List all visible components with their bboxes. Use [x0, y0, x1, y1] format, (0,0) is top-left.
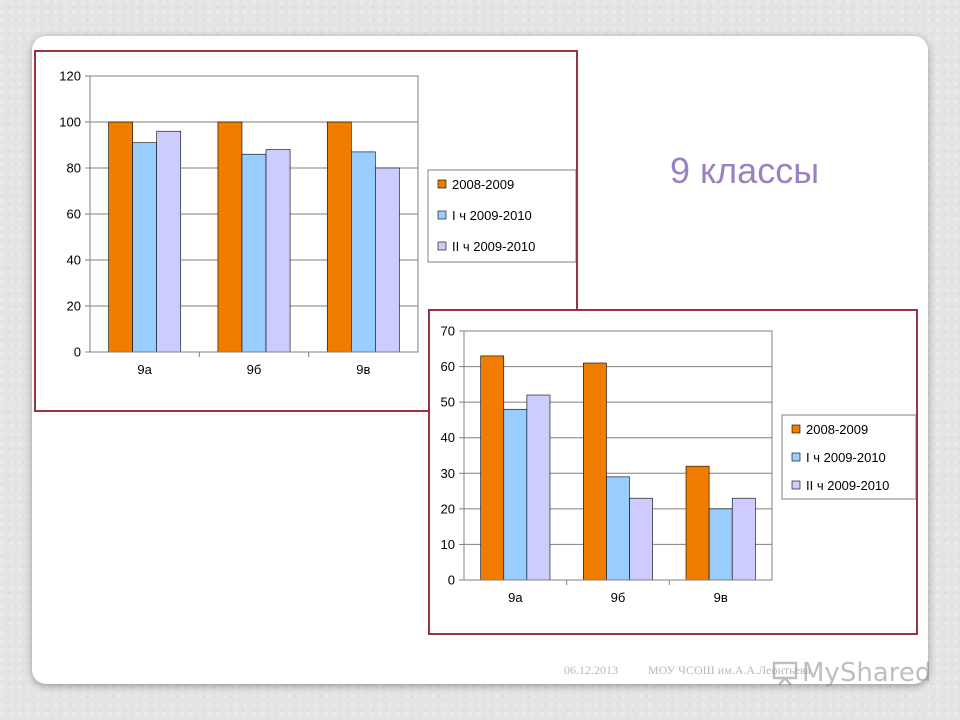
chart1-y-tick-label: 20 — [67, 299, 81, 314]
chart1-bar — [265, 149, 291, 353]
chart1-y-tick-label: 120 — [59, 69, 81, 84]
chart1-bar — [108, 121, 133, 353]
chart2-legend-swatch — [791, 424, 801, 434]
chart2-bar — [480, 355, 505, 581]
chart2-x-tick-label: 9а — [508, 590, 523, 605]
footer-organization: МОУ ЧСОШ им.А.А.Леонтьева — [648, 663, 811, 677]
chart1-y-tick-label: 100 — [59, 115, 81, 130]
chart1-bar — [217, 121, 243, 353]
chart1-x-tick-label: 9в — [356, 362, 370, 377]
bar-chart-1-svg: 0 20 40 60 80 100 120 9а 9б 9в 2008-2009 I ч 2009-2… — [59, 69, 576, 377]
chart1-x-tick-label: 9а — [137, 362, 152, 377]
chart1-y-tick-label: 0 — [74, 345, 81, 360]
chart2-bar — [708, 508, 733, 581]
chart2-legend-swatch — [791, 452, 801, 462]
chart2-legend-label: 2008-2009 — [806, 422, 868, 437]
chart1-legend-label: II ч 2009-2010 — [452, 239, 535, 254]
slide-title: 9 классы — [670, 150, 820, 191]
chart2-y-tick-label: 0 — [448, 573, 455, 588]
chart1-bar — [375, 167, 400, 353]
chart2-bar — [606, 476, 630, 581]
bar-chart-2: 0 10 20 30 40 50 60 70 9а 9б 9в 2008-2009 I ч 2009-2… — [428, 309, 918, 635]
watermark-text: MyShared — [802, 658, 932, 688]
chart2-bar — [583, 362, 607, 581]
chart2-bar — [731, 497, 756, 581]
chart1-bar — [132, 142, 157, 353]
chart1-legend-swatch — [437, 241, 447, 251]
chart2-x-tick-label: 9б — [611, 590, 626, 605]
bar-chart-1: 0 20 40 60 80 100 120 9а 9б 9в 2008-2009 I ч 2009-2… — [34, 50, 578, 412]
chart1-legend-swatch — [437, 210, 447, 220]
chart2-y-tick-label: 60 — [441, 359, 455, 374]
chart1-legend-box — [427, 169, 576, 263]
chart1-legend-swatch — [437, 179, 447, 189]
watermark: MyShared — [772, 656, 932, 690]
chart2-y-tick-label: 50 — [441, 395, 455, 410]
chart2-y-tick-label: 20 — [441, 501, 455, 516]
chart2-bar — [629, 497, 653, 581]
chart2-legend-label: I ч 2009-2010 — [806, 450, 886, 465]
chart2-legend-label: II ч 2009-2010 — [806, 478, 889, 493]
chart1-legend-label: 2008-2009 — [452, 177, 514, 192]
bar-chart-2-svg: 0 10 20 30 40 50 60 70 9а 9б 9в 2008-2009 I ч 2009-2… — [441, 324, 916, 605]
chart1-bar — [241, 153, 267, 353]
footer-date: 06.12.2013 — [564, 663, 618, 677]
chart1-bar — [351, 151, 376, 353]
chart1-x-tick-label: 9б — [247, 362, 262, 377]
presentation-board-icon — [772, 661, 798, 686]
chart2-y-tick-label: 30 — [441, 466, 455, 481]
chart1-bar — [326, 121, 352, 353]
chart2-bar — [685, 465, 710, 581]
chart2-bar — [503, 408, 528, 581]
chart1-y-tick-label: 40 — [67, 253, 81, 268]
chart2-y-tick-label: 40 — [441, 430, 455, 445]
chart1-y-tick-label: 80 — [67, 161, 81, 176]
chart2-legend-box — [781, 414, 916, 500]
chart2-y-tick-label: 10 — [441, 537, 455, 552]
chart1-bar — [156, 130, 182, 353]
chart2-bar — [526, 394, 551, 581]
chart2-legend-swatch — [791, 480, 801, 490]
chart1-legend-label: I ч 2009-2010 — [452, 208, 532, 223]
chart2-x-tick-label: 9в — [714, 590, 728, 605]
chart2-y-tick-label: 70 — [441, 324, 455, 339]
chart1-y-tick-label: 60 — [67, 207, 81, 222]
